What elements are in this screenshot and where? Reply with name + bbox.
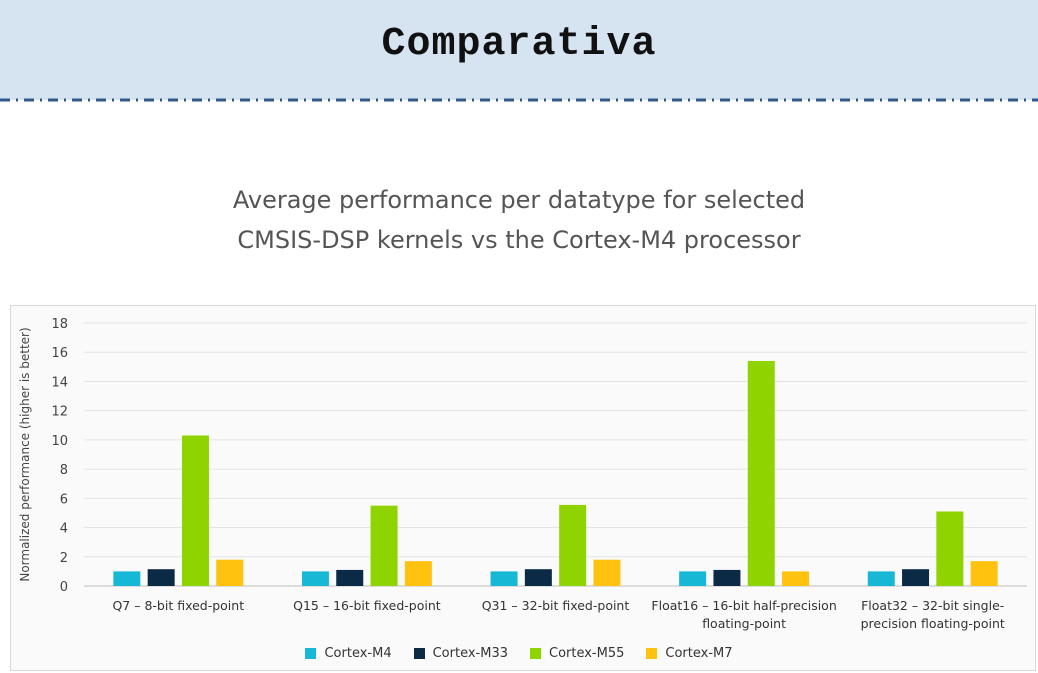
bar [559, 504, 587, 586]
y-tick-label: 8 [60, 463, 68, 478]
y-tick-label: 2 [60, 551, 68, 566]
legend-label: Cortex-M4 [324, 646, 392, 661]
bar [301, 571, 329, 586]
chart-title-line-2: CMSIS-DSP kernels vs the Cortex-M4 proce… [237, 226, 801, 254]
legend-swatch [305, 648, 317, 659]
bar [336, 569, 364, 586]
y-tick-label: 0 [60, 580, 68, 595]
chart-title-line-1: Average performance per datatype for sel… [232, 186, 806, 214]
bar [113, 571, 141, 586]
legend-item: Cortex-M7 [646, 646, 733, 661]
bar [370, 505, 398, 586]
y-tick-label: 10 [51, 434, 68, 449]
bar [593, 559, 621, 586]
bar [404, 561, 432, 586]
legend-item: Cortex-M4 [305, 646, 392, 661]
chart-title: Average performance per datatype for sel… [0, 180, 1038, 260]
legend-item: Cortex-M55 [530, 646, 624, 661]
bar [902, 569, 930, 586]
y-tick-label: 14 [51, 375, 68, 390]
legend-swatch [530, 648, 541, 659]
bar [867, 571, 895, 586]
legend-label: Cortex-M7 [665, 646, 733, 661]
bar [490, 571, 518, 586]
x-tick-label: Q31 – 32-bit fixed-point [482, 598, 630, 613]
x-tick-label: Q15 – 16-bit fixed-point [293, 598, 441, 613]
legend-item: Cortex-M33 [413, 646, 508, 661]
legend-swatch [413, 648, 425, 659]
legend-label: Cortex-M55 [549, 646, 625, 661]
bar [147, 569, 175, 586]
slide-header [0, 0, 1038, 100]
slide-title: Comparativa [381, 22, 657, 67]
bar [524, 569, 552, 586]
legend-swatch [646, 648, 658, 659]
y-tick-label: 18 [51, 317, 68, 332]
legend-label: Cortex-M33 [432, 646, 508, 661]
chart-frame [10, 305, 1036, 671]
y-tick-label: 4 [60, 522, 68, 537]
bar [936, 511, 964, 586]
bar [679, 571, 707, 586]
y-tick-label: 6 [60, 492, 68, 507]
bar [970, 561, 998, 586]
bar [181, 435, 209, 586]
x-tick-label: Float32 – 32-bit single- [861, 598, 1004, 613]
x-tick-label: floating-point [702, 616, 786, 631]
x-tick-label: Float16 – 16-bit half-precision [651, 598, 836, 613]
y-tick-label: 16 [51, 346, 68, 361]
x-tick-label: Q7 – 8-bit fixed-point [112, 598, 244, 613]
bar [713, 569, 741, 586]
y-axis-label: Normalized performance (higher is better… [18, 327, 32, 581]
bar [216, 559, 244, 586]
chart-legend: Cortex-M4 Cortex-M33 Cortex-M55 Cortex-M… [0, 646, 1038, 661]
y-tick-label: 12 [51, 405, 68, 420]
bar [747, 360, 775, 586]
header-divider [0, 98, 1038, 102]
x-tick-label: precision floating-point [861, 616, 1005, 631]
bar [782, 571, 810, 586]
